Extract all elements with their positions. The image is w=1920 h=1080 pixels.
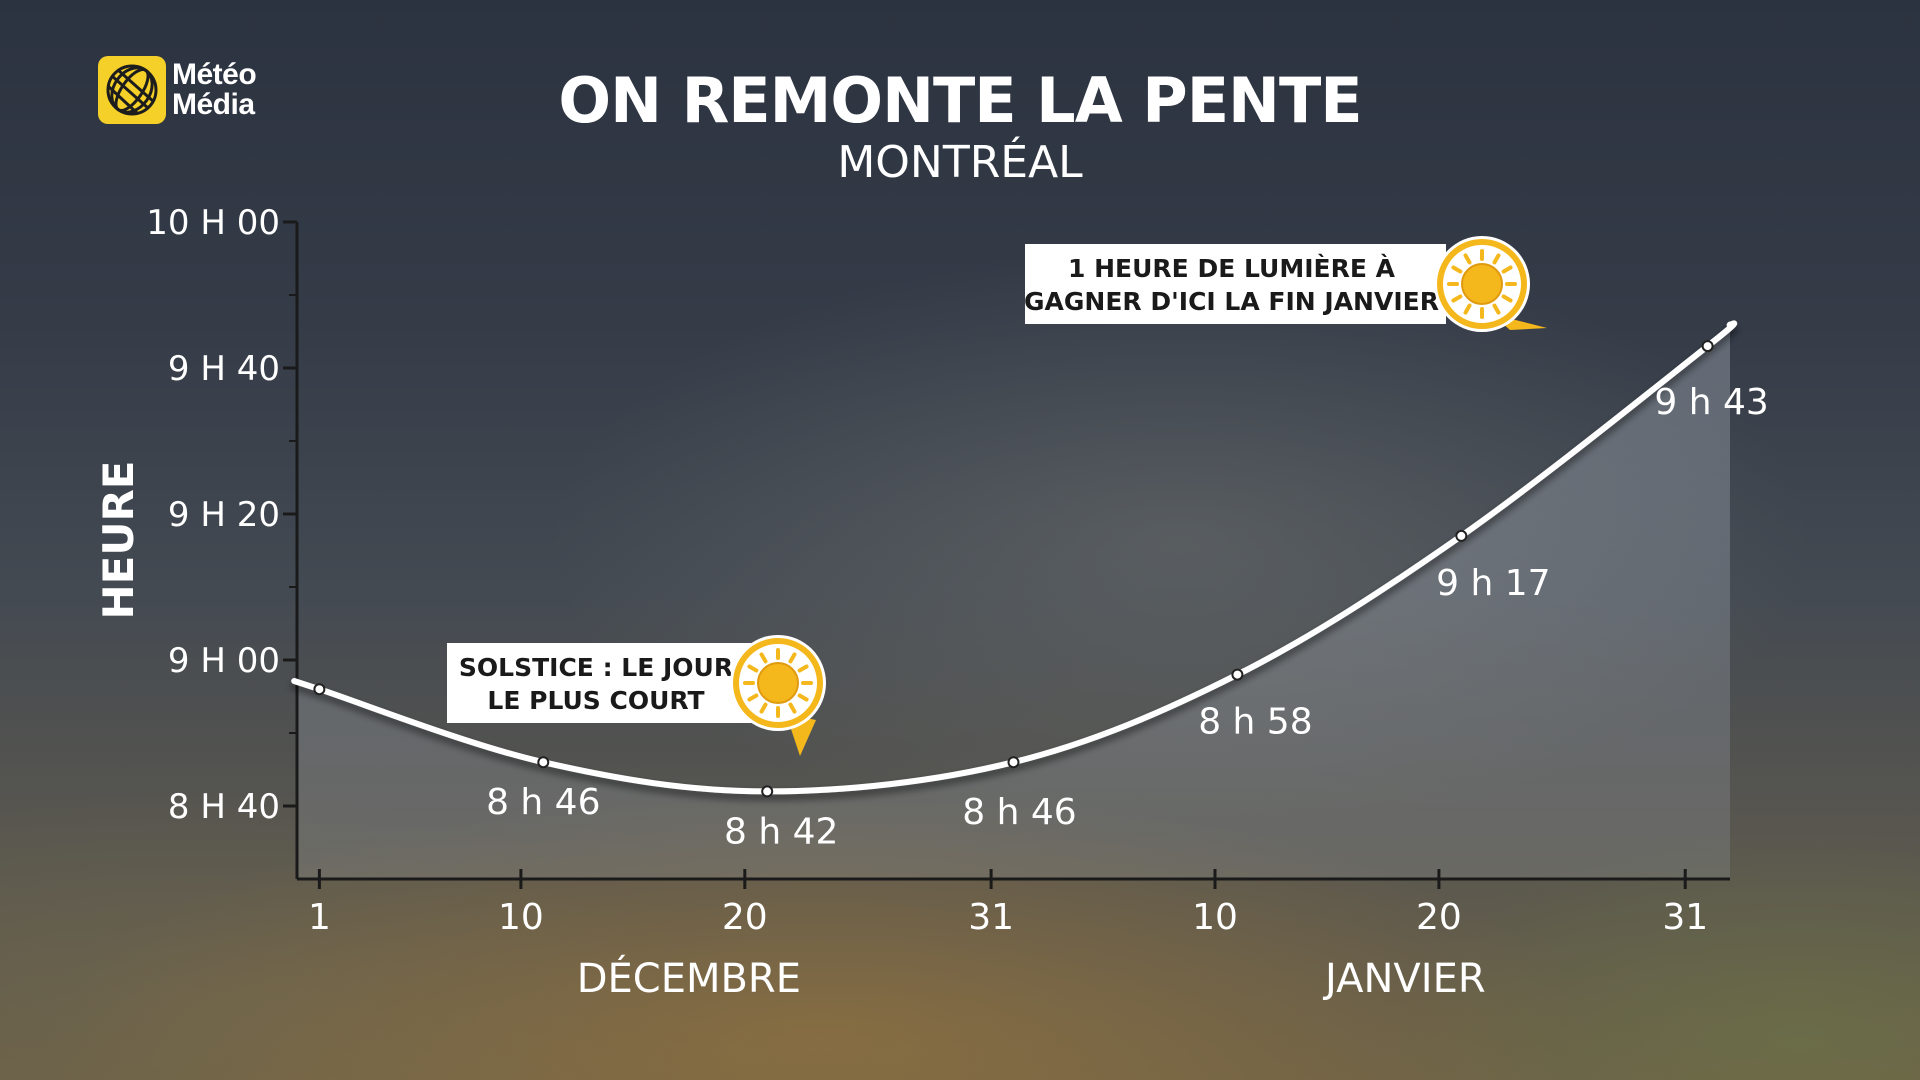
callout: SOLSTICE : LE JOUR LE PLUS COURT xyxy=(447,635,826,756)
callout-text-line2: GAGNER D'ICI LA FIN JANVIER xyxy=(1024,287,1439,316)
x-tick-label: 31 xyxy=(968,897,1014,938)
callout-box xyxy=(447,643,753,723)
brand-name: Météo Média xyxy=(172,58,257,121)
data-point xyxy=(1007,756,1020,769)
x-tick-label: 20 xyxy=(722,897,768,938)
chart-subtitle: MONTRÉAL xyxy=(837,137,1083,188)
y-tick-label: 10 H 00 xyxy=(146,203,280,243)
callout-box xyxy=(1025,244,1446,324)
y-tick-label: 9 H 00 xyxy=(168,641,280,681)
callouts: SOLSTICE : LE JOUR LE PLUS COURT 1 HEURE D… xyxy=(447,236,1547,756)
data-points: 8 h 46 8 h 42 8 h 46 8 h 58 9 h 17 9 h 43 xyxy=(313,340,1769,852)
chart-title: ON REMONTE LA PENTE xyxy=(558,64,1362,137)
brand-name-line2: Média xyxy=(172,88,255,121)
x-tick-label: 31 xyxy=(1662,897,1708,938)
x-month-label: JANVIER xyxy=(1322,956,1486,1002)
data-point xyxy=(1701,340,1714,353)
callout: 1 HEURE DE LUMIÈRE À GAGNER D'ICI LA FIN … xyxy=(1024,236,1547,332)
data-label: 9 h 43 xyxy=(1654,382,1768,423)
globe-icon xyxy=(98,56,166,124)
data-label: 8 h 42 xyxy=(724,811,838,852)
sun-icon xyxy=(730,635,826,756)
callout-text-line2: LE PLUS COURT xyxy=(487,686,704,715)
y-axis-label: HEURE xyxy=(94,461,143,620)
data-label: 9 h 17 xyxy=(1436,563,1550,604)
data-label: 8 h 46 xyxy=(962,792,1076,833)
callout-text-line1: SOLSTICE : LE JOUR xyxy=(459,653,733,682)
x-tick-label: 10 xyxy=(498,897,544,938)
x-tick-label: 1 xyxy=(308,897,331,938)
brand-name-line1: Météo xyxy=(172,58,257,91)
meteomedia-logo: Météo Média xyxy=(98,56,257,124)
x-tick-label: 20 xyxy=(1416,897,1462,938)
callout-text-line1: 1 HEURE DE LUMIÈRE À xyxy=(1068,254,1396,283)
data-label: 8 h 46 xyxy=(486,782,600,823)
data-label: 8 h 58 xyxy=(1198,702,1312,743)
y-tick-label: 8 H 40 xyxy=(168,787,280,827)
y-ticks: 8 H 40 9 H 00 9 H 20 9 H 40 10 H 00 xyxy=(146,203,297,827)
data-point xyxy=(537,756,550,769)
y-tick-label: 9 H 40 xyxy=(168,349,280,389)
x-ticks: 1 10 20 31 10 20 31 DÉCEMBRE JANVIER xyxy=(308,869,1708,1002)
data-point xyxy=(313,683,326,696)
data-point xyxy=(1231,668,1244,681)
x-tick-label: 10 xyxy=(1192,897,1238,938)
data-point xyxy=(1455,529,1468,542)
x-month-label: DÉCEMBRE xyxy=(577,954,801,1002)
y-tick-label: 9 H 20 xyxy=(168,495,280,535)
series-line xyxy=(291,320,1738,795)
sun-icon xyxy=(1434,236,1547,332)
data-point xyxy=(761,785,774,798)
area-under-curve xyxy=(294,323,1735,879)
